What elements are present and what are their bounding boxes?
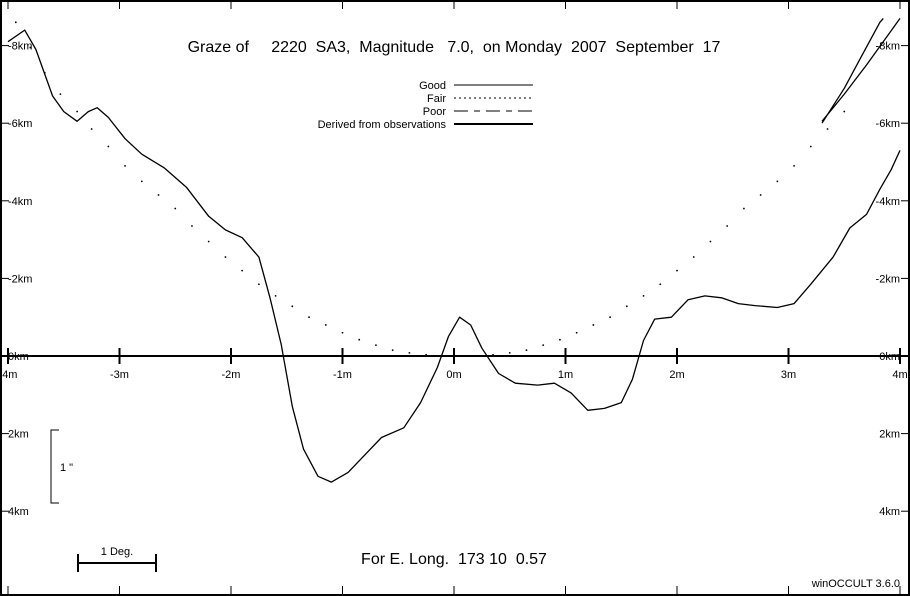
limb-profile-line-0 [7,29,901,483]
fair-limb-point [425,353,428,356]
fair-limb-point [492,353,494,356]
fair-limb-point [793,164,795,167]
fair-limb-point [59,93,62,95]
y-tick-label-left: -4km [8,196,32,208]
y-tick-label-right: -2km [876,273,900,285]
limb-profile-line-2 [821,18,901,122]
fair-limb-point [475,355,478,357]
fair-limb-point [107,145,110,148]
x-tick-label: -2m [222,369,241,381]
fair-limb-point [609,316,611,319]
y-tick-label-left: -8km [8,41,32,53]
fair-limb-point [458,355,461,357]
fair-limb-point [174,207,177,210]
fair-limb-point [157,194,160,196]
y-axis-left: -8km -6km -4km -2km 0km 2km 4km [1,41,32,518]
fair-limb-point [625,305,628,308]
fair-limb-point [14,21,17,24]
fair-limb-point [575,331,578,334]
fair-limb-point [257,283,260,286]
fair-limb-point [274,294,277,297]
x-tick-label: -3m [110,369,129,381]
y-tick-label-left: -2km [8,273,32,285]
y-tick-label-right: 0km [879,351,900,363]
fair-limb-point [592,324,595,326]
legend-label-poor: Poor [423,106,447,118]
legend-label-fair: Fair [427,93,446,105]
legend: Good Fair Poor Derived from observations [318,80,533,131]
fair-limb-point [759,194,762,196]
fair-limb-point [341,331,344,334]
fair-limb-point [375,344,377,347]
y-tick-label-left: 4km [8,506,29,518]
fair-limb-point [391,349,394,352]
vertical-scale-bracket [50,429,59,504]
fair-limb-point [525,349,528,352]
fair-limb-point [224,256,227,258]
vertical-scale-bar: 1 " [50,429,73,504]
fair-limb-point [692,256,695,258]
chart-title: Graze of 2220 SA3, Magnitude 7.0, on Mon… [188,39,721,56]
fair-limb-point [43,71,46,74]
fair-limb-point [291,305,294,308]
y-tick-label-right: -6km [876,118,900,130]
longitude-footer: For E. Long. 173 10 0.57 [361,551,547,568]
fair-limb-point [676,269,678,272]
fair-limb-point [559,338,561,341]
fair-limb-point [207,240,210,243]
fair-limb-point [191,225,193,227]
y-tick-label-right: 4km [879,506,900,518]
fair-limb-point [508,351,511,354]
y-tick-label-right: 2km [879,429,900,441]
series-group [7,17,901,483]
legend-label-good: Good [419,80,446,92]
fair-limb-point [241,269,244,272]
x-tick-label: 0m [446,369,461,381]
limb-profile-line-3 [821,17,884,124]
x-tick-label: 2m [669,369,684,381]
fair-limb-point [140,180,143,183]
x-tick-label: 1m [558,369,573,381]
x-tick-label: -1m [333,369,352,381]
fair-limb-point [324,324,327,326]
fair-limb-point [542,344,545,347]
x-tick-label: -4m [0,369,17,381]
x-tick-label: 3m [781,369,796,381]
fair-limb-point [441,355,444,357]
fair-limb-point [709,240,712,243]
horizontal-scale-label: 1 Deg. [101,546,133,558]
fair-limb-point [726,225,729,227]
y-tick-label-left: 0km [8,351,29,363]
fair-limb-point [642,294,645,297]
fair-limb-point [358,338,361,341]
y-tick-label-left: 2km [8,429,29,441]
fair-limb-point [826,128,829,130]
fair-limb-point [124,164,126,167]
horizontal-scale-bar: 1 Deg. [77,546,157,572]
fair-limb-point [29,46,32,49]
vertical-scale-label: 1 " [60,462,73,474]
y-tick-label-left: -6km [8,118,32,130]
fair-limb-point [843,110,846,113]
fair-limb-point [90,128,93,130]
legend-label-derived: Derived from observations [318,119,447,131]
fair-limb-point [776,180,779,183]
software-version: winOCCULT 3.6.0 [811,578,900,590]
fair-limb-point [659,283,662,286]
y-tick-label-right: -4km [876,196,900,208]
fair-limb-point [308,316,310,319]
fair-limb-point [809,145,812,148]
fair-limb-point [408,351,411,354]
fair-limb-point [743,207,745,210]
x-tick-label: 4m [892,369,907,381]
fair-limb-point [76,110,79,113]
